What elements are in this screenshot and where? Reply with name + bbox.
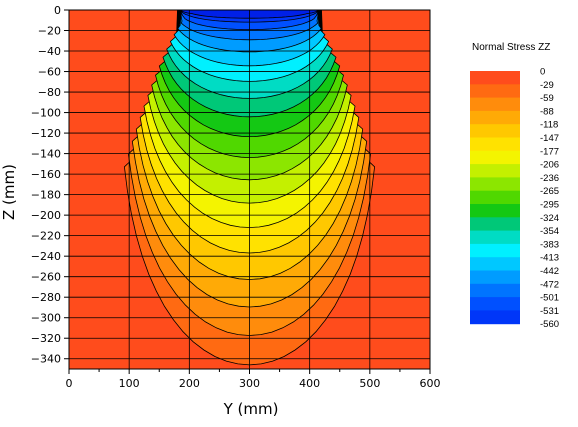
x-axis-title: Y (mm) — [223, 400, 279, 418]
legend-swatch — [470, 283, 520, 298]
legend-label: 0 — [540, 67, 545, 78]
legend-label: -118 — [540, 120, 558, 131]
legend-swatch — [470, 217, 520, 232]
y-axis-title: Z (mm) — [0, 164, 18, 220]
legend-swatch — [470, 97, 520, 112]
legend-swatch — [470, 310, 520, 325]
y-tick-label: −280 — [31, 291, 61, 304]
y-tick-label: −140 — [31, 148, 61, 161]
y-tick-label: −180 — [31, 189, 61, 202]
legend-swatch — [470, 204, 520, 218]
legend-label: -354 — [540, 226, 559, 237]
legend-label: -236 — [540, 173, 559, 184]
y-tick-label: −80 — [38, 86, 61, 99]
legend-label: -29 — [540, 80, 554, 91]
legend-label: -531 — [540, 306, 559, 317]
y-tick-label: −220 — [31, 230, 61, 243]
legend-label: -324 — [540, 213, 559, 224]
y-tick-label: −60 — [38, 66, 61, 79]
grid-lines — [69, 10, 430, 369]
legend-label: -442 — [540, 266, 559, 277]
legend: 0 -29 -59 -88 -118 -147 -177 -206 -236 -265 -295 -3… — [470, 67, 559, 330]
legend-swatch — [470, 257, 520, 271]
legend-label: -59 — [540, 93, 554, 104]
legend-swatch — [470, 124, 520, 138]
x-tick-label: 600 — [420, 377, 441, 390]
legend-label: -147 — [540, 133, 559, 144]
legend-swatch — [470, 137, 520, 152]
y-tick-label: −40 — [38, 45, 61, 58]
legend-swatch — [470, 297, 520, 311]
legend-swatch — [470, 230, 520, 245]
legend-label: -501 — [540, 293, 559, 304]
legend-swatch — [470, 110, 520, 125]
legend-label: -472 — [540, 279, 559, 290]
x-axis-ticks: 0 100 200 300 400 500 600 — [66, 369, 441, 390]
legend-label: -383 — [540, 239, 559, 250]
legend-label: -265 — [540, 186, 559, 197]
x-tick-label: 0 — [66, 377, 73, 390]
legend-swatch — [470, 190, 520, 205]
legend-label: -206 — [540, 160, 559, 171]
y-tick-label: −20 — [38, 25, 61, 38]
legend-label: -177 — [540, 146, 559, 157]
legend-label: -88 — [540, 106, 554, 117]
legend-label: -413 — [540, 253, 559, 264]
y-tick-label: −320 — [31, 332, 61, 345]
y-tick-label: −300 — [31, 312, 61, 325]
legend-swatch — [470, 164, 520, 178]
legend-swatch — [470, 270, 520, 285]
x-tick-label: 500 — [359, 377, 380, 390]
x-tick-label: 200 — [179, 377, 200, 390]
legend-swatch — [470, 243, 520, 258]
legend-title: Normal Stress ZZ — [472, 42, 550, 53]
y-tick-label: −260 — [31, 271, 61, 284]
plot-area — [68, 9, 431, 370]
y-tick-label: −240 — [31, 250, 61, 263]
legend-label: -560 — [540, 319, 559, 330]
x-tick-label: 100 — [119, 377, 140, 390]
y-tick-label: −120 — [31, 127, 61, 140]
y-tick-label: −100 — [31, 107, 61, 120]
x-tick-label: 300 — [239, 377, 260, 390]
y-tick-label: −160 — [31, 168, 61, 181]
y-tick-label: −200 — [31, 209, 61, 222]
legend-swatch — [470, 71, 520, 85]
x-tick-label: 400 — [299, 377, 320, 390]
legend-swatch — [470, 177, 520, 192]
y-axis-ticks: 0 −20 −40 −60 −80 −100 −120 −140 −160 −180 −200 −22… — [31, 4, 69, 366]
legend-swatch — [470, 150, 520, 165]
legend-label: -295 — [540, 200, 559, 211]
y-tick-label: −340 — [31, 353, 61, 366]
legend-swatch — [470, 84, 520, 99]
y-tick-label: 0 — [54, 4, 61, 17]
